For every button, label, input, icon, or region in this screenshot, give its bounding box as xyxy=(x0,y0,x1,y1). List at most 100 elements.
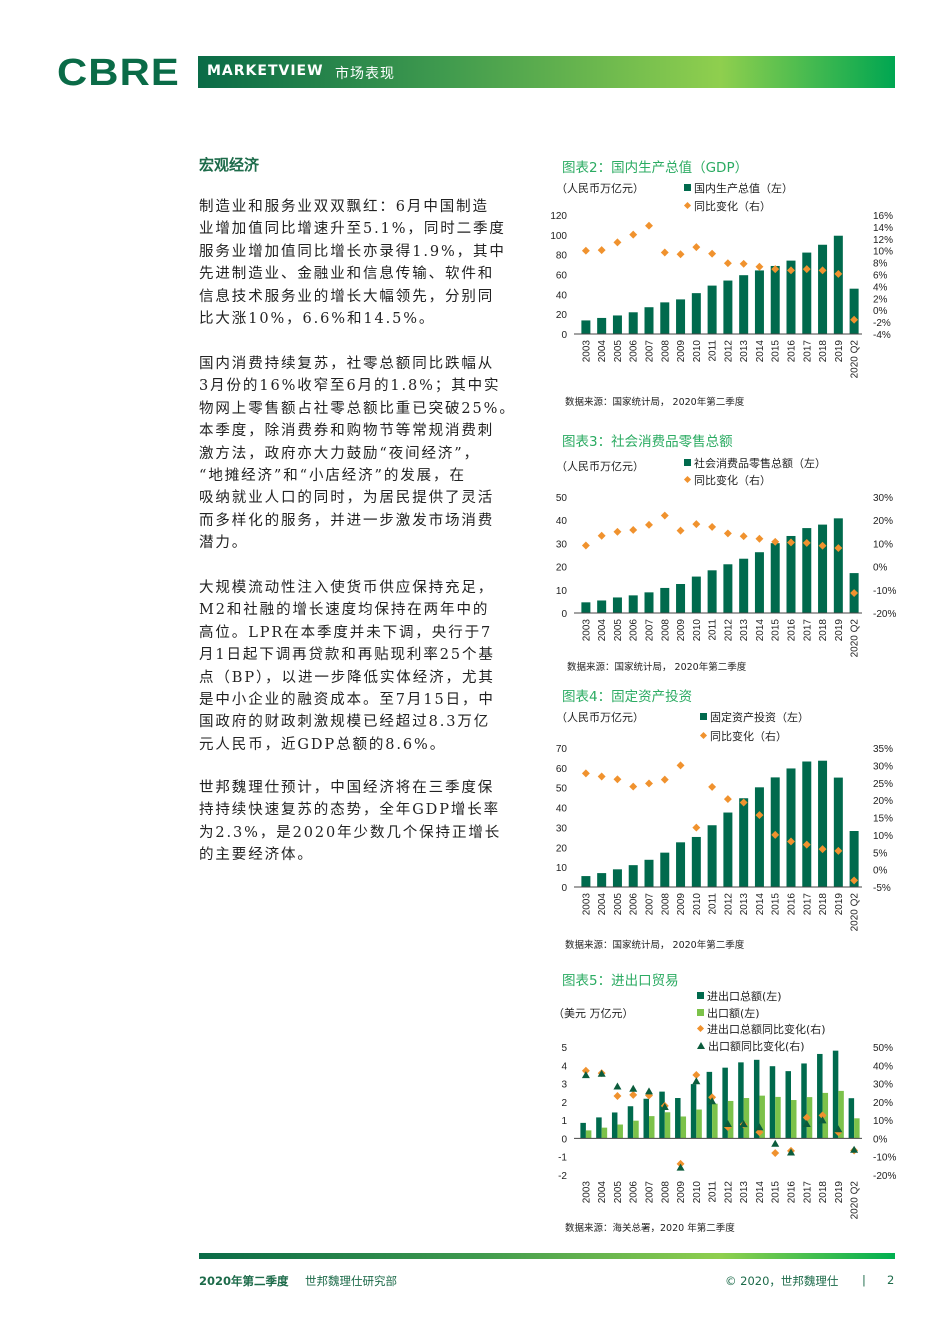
x-tick-label: 2012 xyxy=(723,1181,734,1204)
paragraph-line: 世邦魏理仕预计，中国经济将在三季度保 xyxy=(199,780,495,796)
bar xyxy=(644,592,654,613)
x-tick-label: 2007 xyxy=(645,1181,656,1204)
bar xyxy=(675,1098,681,1139)
x-tick-label: 2007 xyxy=(645,340,656,363)
y-tick-label: 3 xyxy=(561,1080,567,1091)
y2-tick-label: 0% xyxy=(873,866,888,877)
bar xyxy=(791,1100,797,1139)
y2-tick-label: 16% xyxy=(873,211,893,222)
paragraph-line: “地摊经济”和“小店经济”的发展，在 xyxy=(199,468,466,484)
bar xyxy=(818,524,828,613)
chart-source: 数据来源：国家统计局， 2020年第二季度 xyxy=(565,397,745,408)
bar xyxy=(660,302,670,334)
x-tick-label: 2011 xyxy=(708,893,719,915)
y-tick-label: 5 xyxy=(561,1043,567,1054)
x-tick-label: 2011 xyxy=(708,619,719,641)
paragraph-line: 业增加值同比增速升至5.1%，同时二季度 xyxy=(199,221,506,238)
y-tick-label: 10 xyxy=(556,863,568,874)
x-tick-label: 2005 xyxy=(613,340,624,363)
bar xyxy=(854,1118,860,1139)
diamond-marker xyxy=(676,526,685,535)
diamond-marker xyxy=(645,779,653,788)
y-tick-label: 80 xyxy=(556,251,568,262)
chart-source: 数据来源：国家统计局， 2020年第二季度 xyxy=(565,940,745,951)
triangle-marker xyxy=(692,1077,701,1085)
x-tick-label: 2010 xyxy=(692,340,703,363)
triangle-marker xyxy=(755,1123,764,1131)
bar xyxy=(727,1100,734,1139)
diamond-marker xyxy=(692,520,701,529)
bar xyxy=(660,587,670,613)
bar xyxy=(676,842,686,887)
bar xyxy=(786,768,796,887)
legend-label: 社会消费品零售总额（左） xyxy=(694,457,826,470)
y2-tick-label: -2% xyxy=(873,318,891,329)
bar xyxy=(696,1109,702,1139)
x-tick-label: 2005 xyxy=(613,619,624,642)
paragraph-line: M2和社融的增长速度均保持在两年中的 xyxy=(199,602,490,619)
y2-tick-label: 14% xyxy=(873,223,893,234)
diamond-marker xyxy=(613,238,622,247)
bar xyxy=(676,299,686,334)
x-tick-label: 2012 xyxy=(723,619,734,642)
bar xyxy=(723,812,733,887)
y-tick-label: 30 xyxy=(556,823,568,834)
triangle-marker xyxy=(708,1097,717,1105)
y2-tick-label: 2% xyxy=(873,294,888,305)
diamond-marker xyxy=(597,246,606,255)
x-tick-label: 2017 xyxy=(802,1181,813,1204)
legend-label: 固定资产投资（左） xyxy=(710,711,809,724)
chart-title: 图表4：固定资产投资 xyxy=(562,689,693,705)
y-tick-label: 100 xyxy=(550,231,567,242)
y2-tick-label: 20% xyxy=(873,516,893,527)
bar xyxy=(838,1090,844,1139)
footer-quarter: 2020年第二季度 xyxy=(199,1274,289,1288)
x-tick-label: 2010 xyxy=(692,1181,703,1204)
paragraph-line: 高位。LPR在本季度并未下调，央行于7 xyxy=(199,624,493,641)
paragraph-line: 本季度，除消费券和购物节等常规消费刺 xyxy=(199,423,495,440)
bar xyxy=(786,260,796,334)
x-tick-label: 2013 xyxy=(739,1181,750,1204)
diamond-marker xyxy=(755,534,764,543)
bar xyxy=(628,312,638,334)
y-tick-label: -2 xyxy=(558,1171,567,1182)
legend-label: 进出口总额(左) xyxy=(707,990,782,1003)
legend-item-diamond: 同比变化（右） xyxy=(683,198,771,214)
bar xyxy=(628,865,638,887)
y-tick-label: 40 xyxy=(556,290,568,301)
x-tick-label: 2015 xyxy=(771,619,782,642)
y-tick-label: -1 xyxy=(558,1153,567,1164)
banner-title: MARKETVIEW xyxy=(207,63,324,79)
x-tick-label: 2016 xyxy=(787,619,798,642)
y2-tick-label: 30% xyxy=(873,1080,893,1091)
y2-tick-label: 10% xyxy=(873,1116,893,1127)
legend-item-total: 进出口总额(左) xyxy=(697,988,782,1004)
y-tick-label: 10 xyxy=(556,586,568,597)
x-tick-label: 2008 xyxy=(660,1181,671,1204)
y-tick-label: 120 xyxy=(550,211,567,222)
x-tick-label: 2013 xyxy=(739,340,750,363)
legend-diamond-icon xyxy=(683,475,692,484)
diamond-marker xyxy=(834,544,843,552)
bar xyxy=(770,265,780,334)
x-tick-label: 2011 xyxy=(708,340,719,362)
diamond-marker xyxy=(850,589,859,598)
y2-tick-label: 10% xyxy=(873,831,893,842)
footer-dept: 世邦魏理仕研究部 xyxy=(305,1274,397,1288)
bar xyxy=(775,1096,781,1139)
legend-item-diamond: 同比变化（右） xyxy=(699,728,787,744)
bar xyxy=(612,597,622,613)
diamond-marker xyxy=(645,221,653,230)
paragraph-line: 国内消费持续复苏，社零总额同比跌幅从 xyxy=(199,356,495,372)
diamond-marker xyxy=(629,525,638,534)
y-tick-label: 70 xyxy=(556,744,568,755)
bar xyxy=(849,288,859,334)
bar xyxy=(580,1122,586,1139)
x-tick-label: 2016 xyxy=(787,893,798,916)
chart-title: 图表2：国内生产总值（GDP） xyxy=(562,160,749,176)
bar xyxy=(596,1117,602,1139)
chart-plot: -2 -1 0 1 2 3 4 5 -20% -10% 0% 10% 20% 30% 40% 50% 2003 2… xyxy=(558,1043,896,1219)
diamond-marker xyxy=(613,775,622,784)
bar xyxy=(743,1098,750,1139)
bar xyxy=(723,280,733,334)
